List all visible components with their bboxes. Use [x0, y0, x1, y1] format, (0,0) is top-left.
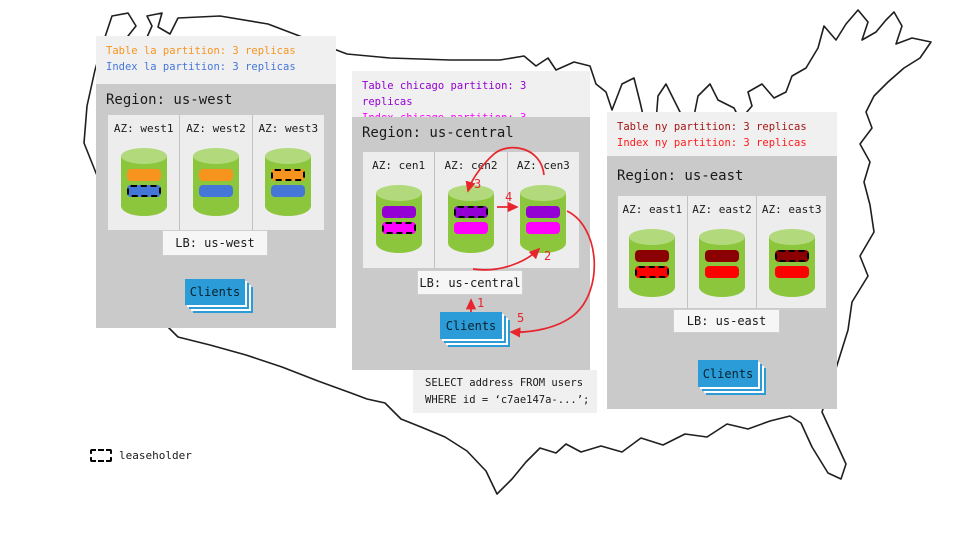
region-us-west: Region: us-west AZ: west1 AZ: west2 AZ: … — [96, 84, 336, 328]
replica-bar — [198, 185, 233, 197]
db-cylinder-west3 — [265, 148, 312, 216]
arrow-step-label-3: 3 — [474, 177, 482, 191]
az-column-cen2: AZ: cen2 — [435, 152, 508, 268]
db-cylinder-cen1 — [375, 185, 422, 253]
az-label: AZ: west1 — [113, 122, 174, 135]
db-cylinder-cen2 — [447, 185, 494, 253]
az-column-west3: AZ: west3 — [253, 115, 324, 230]
note-line-table-la: Table la partition: 3 replicas — [106, 45, 296, 57]
replica-bar-leaseholder — [271, 169, 306, 181]
region-title-us-west: Region: us-west — [106, 92, 233, 108]
region-title-us-central: Region: us-central — [362, 125, 514, 141]
arrow-step-label-4: 4 — [505, 190, 513, 204]
az-column-west2: AZ: west2 — [180, 115, 253, 230]
replica-bar-leaseholder — [453, 206, 488, 218]
replica-bar — [526, 222, 561, 234]
az-panel-us-east: AZ: east1 AZ: east2 AZ: east3 — [618, 196, 826, 308]
region-title-us-east: Region: us-east — [617, 168, 744, 184]
region-us-central: Region: us-central AZ: cen1 AZ: cen2 AZ:… — [352, 117, 590, 370]
replica-bars — [271, 169, 306, 197]
replica-bar — [635, 250, 670, 262]
db-cylinder-cen3 — [520, 185, 567, 253]
az-column-east3: AZ: east3 — [757, 196, 826, 308]
replica-bar-leaseholder — [126, 185, 161, 197]
az-column-west1: AZ: west1 — [108, 115, 181, 230]
clients-box-us-east: Clients — [698, 360, 758, 387]
az-label: AZ: east1 — [622, 203, 683, 216]
replica-bars — [198, 169, 233, 197]
replica-bars — [381, 206, 416, 234]
az-label: AZ: cen1 — [372, 159, 426, 172]
az-label: AZ: west3 — [258, 122, 319, 135]
leaseholder-swatch-icon — [90, 449, 112, 462]
note-line-table-chicago: Table chicago partition: 3 replicas — [362, 80, 527, 108]
az-column-cen1: AZ: cen1 — [363, 152, 436, 268]
db-cylinder-west1 — [120, 148, 167, 216]
replica-bar — [774, 266, 809, 278]
replica-bar-leaseholder — [635, 266, 670, 278]
clients-box-us-west: Clients — [185, 279, 245, 305]
legend: leaseholder — [90, 449, 192, 462]
clients-box-us-central: Clients — [440, 312, 502, 339]
replica-bar — [705, 266, 739, 278]
replica-bar — [453, 222, 488, 234]
db-cylinder-west2 — [192, 148, 239, 216]
replica-bar — [198, 169, 233, 181]
replica-bar-leaseholder — [774, 250, 809, 262]
az-label: AZ: cen2 — [444, 159, 498, 172]
arrow-step-label-1: 1 — [477, 296, 485, 310]
region-us-east: Region: us-east AZ: east1 AZ: east2 AZ: … — [607, 156, 837, 409]
arrow-step-label-2: 2 — [544, 249, 552, 263]
replica-bars — [774, 250, 809, 278]
az-column-east2: AZ: east2 — [688, 196, 758, 308]
sql-query-line: WHERE id = ‘c7ae147a-...’; — [425, 394, 590, 406]
db-cylinder-east1 — [629, 229, 676, 297]
arrow-step-label-5: 5 — [517, 311, 525, 325]
note-line-index-la: Index la partition: 3 replicas — [106, 61, 296, 73]
db-cylinder-east3 — [768, 229, 815, 297]
partition-note-us-east: Table ny partition: 3 replicas Index ny … — [607, 112, 837, 156]
db-cylinder-east2 — [699, 229, 745, 297]
replica-bar — [126, 169, 161, 181]
sql-query-line: SELECT address FROM users — [425, 377, 584, 389]
legend-label: leaseholder — [119, 449, 192, 462]
replica-bars — [635, 250, 670, 278]
replica-bar — [705, 250, 739, 262]
az-panel-us-west: AZ: west1 AZ: west2 AZ: west3 — [108, 115, 324, 230]
replica-bar — [526, 206, 561, 218]
partition-note-us-central: Table chicago partition: 3 replicas Inde… — [352, 71, 590, 140]
replica-bar — [381, 206, 416, 218]
replica-bar-leaseholder — [381, 222, 416, 234]
sql-query-box: SELECT address FROM users WHERE id = ‘c7… — [413, 370, 597, 413]
partition-note-us-west: Table la partition: 3 replicas Index la … — [96, 36, 336, 84]
replica-bars — [526, 206, 561, 234]
az-column-east1: AZ: east1 — [618, 196, 688, 308]
load-balancer-us-east: LB: us-east — [673, 309, 780, 333]
az-label: AZ: west2 — [186, 122, 246, 135]
az-label: AZ: east3 — [761, 203, 822, 216]
replica-bars — [126, 169, 161, 197]
note-line-index-ny: Index ny partition: 3 replicas — [617, 137, 807, 149]
note-line-table-ny: Table ny partition: 3 replicas — [617, 121, 807, 133]
az-label: AZ: east2 — [692, 203, 752, 216]
az-label: AZ: cen3 — [516, 159, 570, 172]
load-balancer-us-west: LB: us-west — [162, 230, 268, 256]
replica-bars — [705, 250, 739, 278]
replica-bars — [453, 206, 488, 234]
replica-bar — [271, 185, 306, 197]
load-balancer-us-central: LB: us-central — [417, 270, 523, 295]
